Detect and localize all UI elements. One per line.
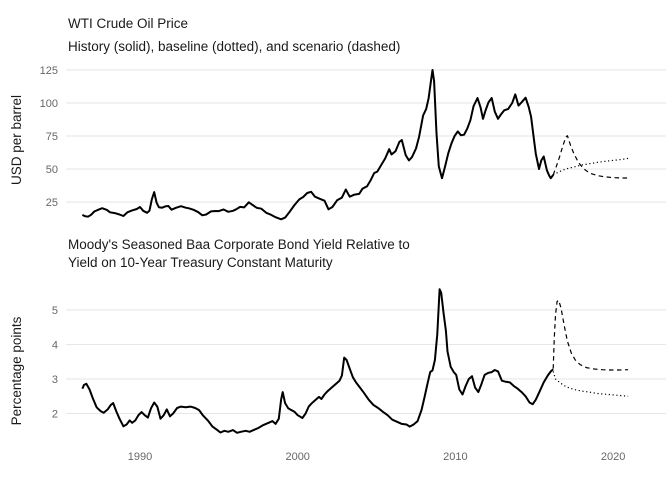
y-tick-label: 2 [52, 409, 58, 421]
history-line [81, 288, 554, 434]
y-tick-label: 25 [46, 197, 58, 209]
x-tick-label: 2010 [443, 451, 467, 463]
y-tick-label: 50 [46, 164, 58, 176]
scenario-line [552, 135, 629, 179]
y-tick-label: 125 [40, 65, 58, 77]
y-tick-label: 3 [52, 374, 58, 386]
bottom-chart-title-line2: Yield on 10-Year Treasury Constant Matur… [68, 255, 333, 270]
top-chart-title: WTI Crude Oil Price [68, 16, 189, 31]
x-tick-label: 1990 [128, 451, 152, 463]
bottom-chart-title-line1: Moody's Seasoned Baa Corporate Bond Yiel… [68, 237, 410, 252]
baseline-line [552, 371, 629, 397]
x-tick-label: 2000 [285, 451, 309, 463]
y-tick-label: 75 [46, 131, 58, 143]
baseline-line [552, 157, 629, 176]
y-tick-label: 100 [40, 98, 58, 110]
history-line [81, 69, 555, 221]
y-tick-label: 4 [52, 340, 58, 352]
x-tick-label: 2020 [601, 451, 625, 463]
y-tick-label: 5 [52, 305, 58, 317]
top-chart-subtitle: History (solid), baseline (dotted), and … [68, 39, 401, 54]
scenario-line [552, 299, 629, 371]
